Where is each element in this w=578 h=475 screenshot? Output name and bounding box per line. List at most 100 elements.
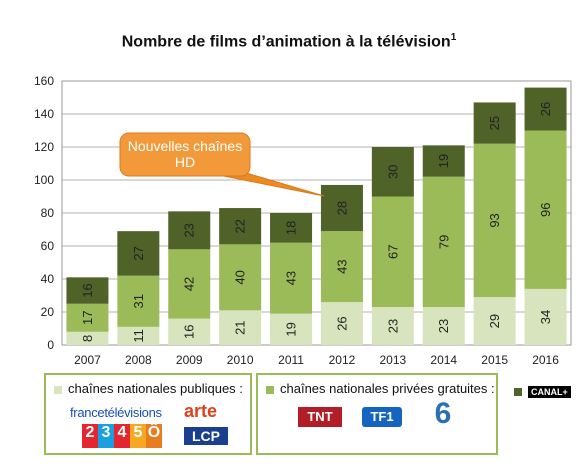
legend-private-swatch bbox=[266, 385, 274, 394]
bar-segment bbox=[270, 242, 313, 314]
x-tick-label: 2012 bbox=[329, 353, 356, 367]
bar-segment bbox=[422, 145, 465, 177]
title-footnote-mark: 1 bbox=[450, 32, 457, 43]
bar-segment bbox=[473, 143, 516, 298]
x-tick-label: 2007 bbox=[74, 353, 101, 367]
bar-segment bbox=[117, 326, 160, 345]
bar-segment bbox=[270, 213, 313, 243]
y-tick-label: 20 bbox=[41, 305, 55, 319]
data-label: 22 bbox=[233, 219, 248, 233]
data-label: 42 bbox=[182, 277, 197, 291]
x-tick-label: 2008 bbox=[125, 353, 152, 367]
y-tick-label: 60 bbox=[41, 239, 55, 253]
legend-private: chaînes nationales privées gratuites : bbox=[266, 381, 495, 396]
data-label: 16 bbox=[182, 325, 197, 339]
bar-segment bbox=[117, 231, 160, 276]
legend-private-box: chaînes nationales privées gratuites : T… bbox=[256, 373, 498, 455]
logo-digit: 2 bbox=[82, 424, 98, 448]
x-tick-label: 2010 bbox=[227, 353, 254, 367]
data-label: 17 bbox=[80, 311, 95, 325]
data-label: 31 bbox=[131, 294, 146, 308]
x-tick-label: 2015 bbox=[481, 353, 508, 367]
data-label: 67 bbox=[385, 245, 400, 259]
data-label: 18 bbox=[284, 221, 299, 235]
x-tick-label: 2013 bbox=[379, 353, 406, 367]
legend-canal: CANAL+ bbox=[514, 383, 571, 401]
bar-segment bbox=[219, 310, 262, 345]
annotation-text: HD bbox=[175, 154, 195, 170]
france-tv-numbers-logo: 2 3 4 5 Ô bbox=[82, 424, 162, 448]
bar-segment bbox=[168, 211, 211, 250]
m6-logo: 6 bbox=[434, 397, 452, 430]
data-label: 21 bbox=[233, 320, 248, 334]
data-label: 11 bbox=[131, 329, 146, 343]
bar-segment bbox=[320, 302, 363, 345]
logo-digit: 4 bbox=[114, 424, 130, 448]
canal-plus-logo: CANAL+ bbox=[528, 385, 571, 398]
bar-segment bbox=[422, 307, 465, 345]
data-label: 26 bbox=[538, 102, 553, 116]
legend-public-box: chaînes nationales publiques : francetél… bbox=[44, 373, 252, 455]
legend-public-swatch bbox=[54, 385, 62, 394]
bar-segment bbox=[219, 208, 262, 245]
bar-segment bbox=[219, 244, 262, 311]
tf1-logo: TF1 bbox=[362, 407, 402, 427]
data-label: 40 bbox=[233, 270, 248, 284]
data-label: 25 bbox=[487, 116, 502, 130]
chart-title-text: Nombre de films d’animation à la télévis… bbox=[121, 33, 451, 51]
data-label: 30 bbox=[385, 165, 400, 179]
annotation-box bbox=[119, 132, 251, 177]
data-label: 43 bbox=[284, 271, 299, 285]
data-label: 27 bbox=[131, 246, 146, 260]
x-tick-label: 2014 bbox=[430, 353, 457, 367]
plot-area bbox=[61, 80, 572, 346]
logo-digit: 3 bbox=[98, 424, 114, 448]
bar-segment bbox=[117, 275, 160, 327]
bar-segment bbox=[422, 176, 465, 308]
legend-private-label: chaînes nationales privées gratuites : bbox=[280, 381, 495, 396]
logo-digit: Ô bbox=[146, 424, 162, 448]
bar-segment bbox=[524, 130, 567, 289]
data-label: 43 bbox=[334, 259, 349, 273]
bar-segment bbox=[168, 318, 211, 345]
y-tick-label: 0 bbox=[47, 338, 54, 352]
data-label: 96 bbox=[538, 202, 553, 216]
bar-segment bbox=[371, 307, 414, 345]
logo-digit: 5 bbox=[130, 424, 146, 448]
chart-title: Nombre de films d’animation à la télévis… bbox=[0, 32, 578, 51]
data-label: 8 bbox=[80, 335, 95, 342]
bar-segment bbox=[320, 231, 363, 303]
y-tick-label: 120 bbox=[34, 140, 54, 154]
x-tick-label: 2016 bbox=[532, 353, 559, 367]
tnt-logo: TNT bbox=[298, 407, 342, 427]
y-tick-label: 100 bbox=[34, 173, 54, 187]
data-label: 23 bbox=[436, 319, 451, 333]
x-tick-label: 2009 bbox=[176, 353, 203, 367]
arte-logo: arte bbox=[184, 401, 218, 421]
data-label: 19 bbox=[284, 322, 299, 336]
bar-segment bbox=[473, 102, 516, 144]
bar-segment bbox=[66, 277, 109, 304]
data-label: 34 bbox=[538, 310, 553, 324]
data-label: 93 bbox=[487, 213, 502, 227]
bar-segment bbox=[320, 184, 363, 232]
lcp-logo: LCP bbox=[184, 427, 228, 445]
bar-segment bbox=[473, 297, 516, 345]
data-label: 79 bbox=[436, 235, 451, 249]
data-label: 28 bbox=[334, 201, 349, 215]
data-label: 23 bbox=[182, 223, 197, 237]
france-televisions-logo: francetélévisions bbox=[70, 405, 162, 420]
legend-public: chaînes nationales publiques : bbox=[54, 381, 243, 396]
bar-segment bbox=[524, 87, 567, 131]
data-label: 26 bbox=[334, 316, 349, 330]
data-label: 16 bbox=[80, 283, 95, 297]
bar-segment bbox=[66, 303, 109, 332]
bar-segment bbox=[371, 196, 414, 308]
bar-segment bbox=[270, 313, 313, 345]
bar-segment bbox=[66, 331, 109, 345]
data-label: 23 bbox=[385, 319, 400, 333]
bar-segment bbox=[524, 288, 567, 345]
data-label: 19 bbox=[436, 154, 451, 168]
annotation-text: Nouvelles chaînes bbox=[128, 138, 242, 154]
